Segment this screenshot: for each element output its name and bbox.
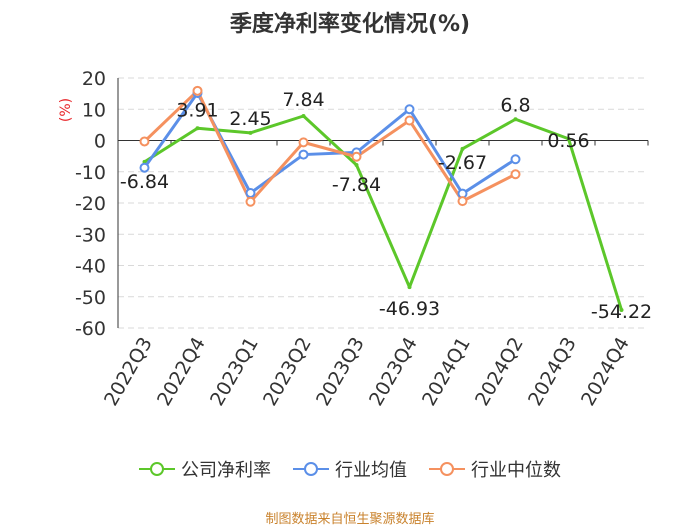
x-tick-label: 2023Q1	[206, 334, 263, 410]
data-label: 0.56	[547, 130, 589, 152]
data-point	[566, 136, 571, 141]
x-tick-label: 2024Q3	[524, 334, 581, 410]
source-note: 制图数据来自恒生聚源数据库	[265, 512, 435, 527]
legend-line-marker-icon	[139, 462, 175, 476]
data-label: -54.22	[591, 301, 652, 323]
legend-label-industry-mean: 行业均值	[335, 460, 407, 481]
data-point	[139, 162, 150, 173]
data-label: -6.84	[120, 171, 169, 193]
series-line-2	[143, 89, 517, 204]
data-point	[139, 136, 150, 147]
data-point	[245, 188, 256, 198]
x-tick-label: 2023Q2	[259, 334, 316, 410]
y-tick-label: -20	[75, 193, 106, 215]
x-tick-label: 2023Q3	[312, 334, 369, 410]
legend-label-company: 公司净利率	[181, 460, 271, 481]
y-tick-label: 20	[82, 68, 106, 90]
data-point	[248, 130, 253, 135]
legend-item-company[interactable]: 公司净利率	[139, 456, 271, 482]
data-label: -46.93	[379, 298, 440, 320]
data-point	[404, 115, 415, 126]
y-tick-label: -60	[75, 318, 106, 340]
data-point	[351, 151, 362, 162]
data-point	[407, 285, 412, 290]
legend-line-marker-icon	[293, 462, 329, 476]
x-tick-label: 2022Q3	[100, 334, 157, 410]
data-point	[245, 196, 256, 207]
data-point	[513, 117, 518, 122]
data-point	[298, 137, 309, 148]
x-tick-label: 2022Q4	[153, 334, 210, 410]
data-label: 6.8	[500, 94, 530, 116]
data-point	[301, 114, 306, 118]
legend-line-marker-icon	[429, 462, 465, 476]
x-tick-label: 2023Q4	[365, 334, 422, 410]
y-tick-label: 0	[94, 131, 106, 153]
data-point	[619, 307, 624, 312]
data-point	[404, 104, 415, 115]
legend: 公司净利率 行业均值 行业中位数	[0, 456, 700, 482]
series-line-0	[143, 114, 623, 311]
data-point	[195, 126, 200, 131]
data-label: -7.84	[332, 174, 381, 196]
y-tick-label: -50	[75, 287, 106, 309]
x-tick-label: 2024Q4	[577, 334, 634, 410]
data-point	[457, 196, 468, 207]
legend-item-industry-median[interactable]: 行业中位数	[429, 456, 561, 482]
legend-label-industry-median: 行业中位数	[471, 460, 561, 481]
y-tick-label: -40	[75, 256, 106, 278]
x-tick-label: 2024Q2	[471, 334, 528, 410]
x-tick-label: 2024Q1	[418, 334, 475, 410]
legend-item-industry-mean[interactable]: 行业均值	[293, 456, 407, 482]
data-point	[510, 154, 521, 165]
data-point	[354, 163, 359, 167]
chart-title: 季度净利率变化情况(%)	[229, 12, 471, 37]
data-label: 2.45	[229, 108, 271, 130]
y-tick-label: -30	[75, 224, 106, 246]
data-point	[510, 169, 521, 180]
data-point	[192, 85, 203, 96]
data-label: 3.91	[176, 99, 218, 121]
data-label: 7.84	[282, 89, 324, 111]
data-label: -2.67	[438, 152, 487, 174]
y-tick-label: 10	[82, 99, 106, 121]
data-point	[460, 146, 465, 151]
y-tick-label: -10	[75, 162, 106, 184]
y-axis-label: (%)	[58, 98, 74, 122]
data-point	[298, 149, 309, 160]
